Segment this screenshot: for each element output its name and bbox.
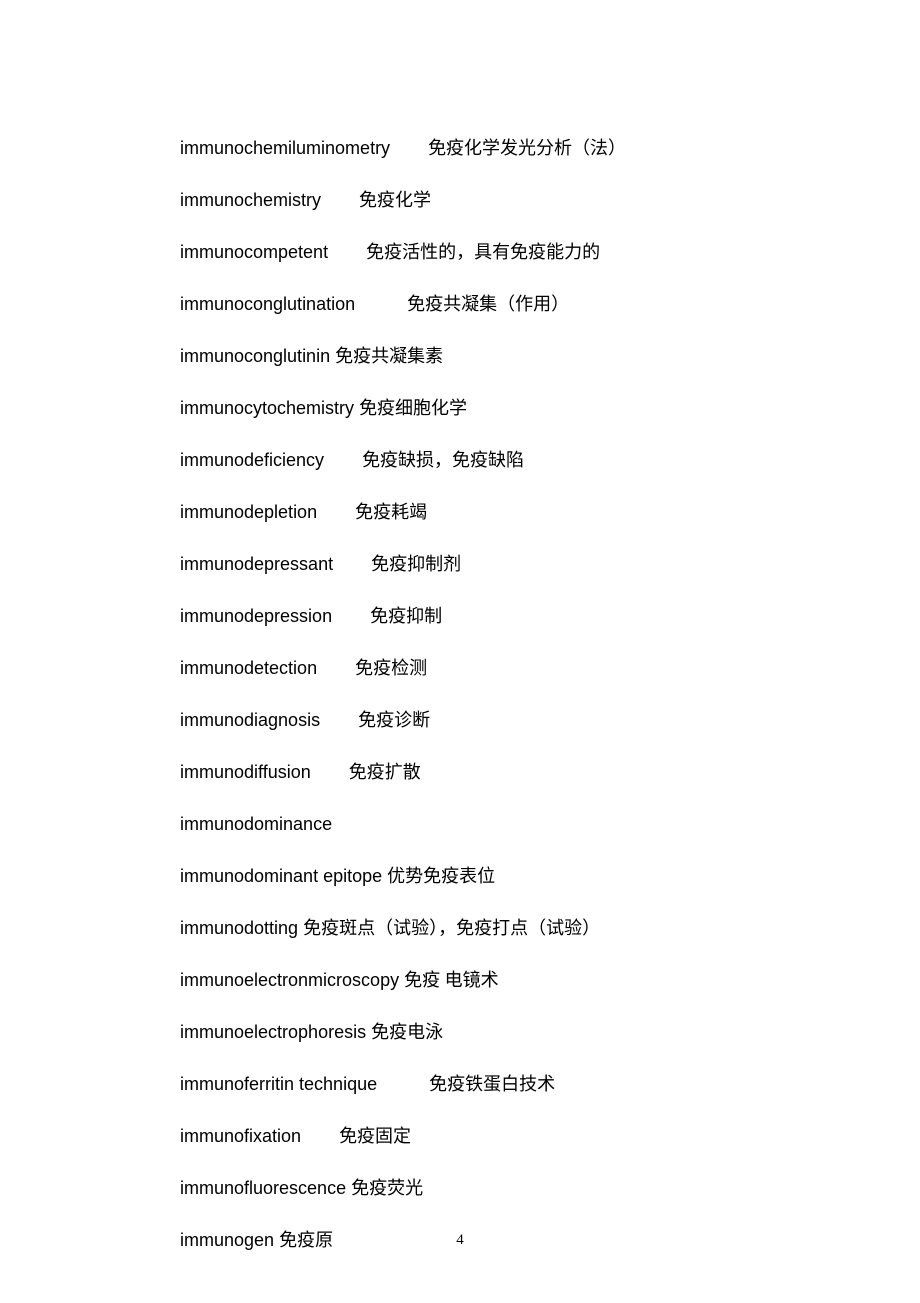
definition: 免疫扩散: [349, 762, 421, 782]
glossary-entry: immunoferritin technique 免疫铁蛋白技术: [180, 1071, 740, 1098]
definition: 免疫共凝集（作用）: [407, 294, 569, 314]
definition: 免疫斑点（试验），免疫打点（试验）: [303, 918, 600, 938]
term: immunodeficiency: [180, 450, 324, 470]
term: immunofluorescence: [180, 1178, 346, 1198]
term: immunochemiluminometry: [180, 138, 390, 158]
glossary-entry: immunoconglutinin 免疫共凝集素: [180, 343, 740, 370]
term: immunofixation: [180, 1126, 301, 1146]
term: immunodominant epitope: [180, 866, 382, 886]
definition: 免疫固定: [339, 1126, 411, 1146]
glossary-entry: immunodepressant 免疫抑制剂: [180, 551, 740, 578]
glossary-entry: immunoelectronmicroscopy 免疫 电镜术: [180, 967, 740, 994]
glossary-entry: immunoconglutination 免疫共凝集（作用）: [180, 291, 740, 318]
definition: 免疫抑制剂: [371, 554, 461, 574]
term: immunocompetent: [180, 242, 328, 262]
definition: 免疫抑制: [370, 606, 442, 626]
term: immunodepletion: [180, 502, 317, 522]
glossary-entry: immunodepletion 免疫耗竭: [180, 499, 740, 526]
term: immunodetection: [180, 658, 317, 678]
glossary-entry: immunofluorescence 免疫荧光: [180, 1175, 740, 1202]
definition: 优势免疫表位: [387, 866, 495, 886]
term: immunoelectrophoresis: [180, 1022, 366, 1042]
glossary-entry: immunodeficiency 免疫缺损，免疫缺陷: [180, 447, 740, 474]
term: immunodominance: [180, 814, 332, 834]
term: immunoconglutination: [180, 294, 355, 314]
glossary-entry: immunoelectrophoresis 免疫电泳: [180, 1019, 740, 1046]
definition: 免疫活性的，具有免疫能力的: [366, 242, 600, 262]
glossary-entry: immunodiagnosis 免疫诊断: [180, 707, 740, 734]
definition: 免疫化学: [359, 190, 431, 210]
term: immunoelectronmicroscopy: [180, 970, 399, 990]
definition: 免疫荧光: [351, 1178, 423, 1198]
term: immunodiffusion: [180, 762, 311, 782]
term: immunocytochemistry: [180, 398, 354, 418]
term: immunodiagnosis: [180, 710, 320, 730]
term: immunoferritin technique: [180, 1074, 377, 1094]
definition: 免疫共凝集素: [335, 346, 443, 366]
glossary-entry: immunodepression 免疫抑制: [180, 603, 740, 630]
definition: 免疫缺损，免疫缺陷: [362, 450, 524, 470]
glossary-entry: immunofixation 免疫固定: [180, 1123, 740, 1150]
glossary-entry: immunodominant epitope 优势免疫表位: [180, 863, 740, 890]
glossary-entry: immunochemiluminometry 免疫化学发光分析（法）: [180, 135, 740, 162]
glossary-entry: immunodominance: [180, 811, 740, 838]
definition: 免疫细胞化学: [359, 398, 467, 418]
glossary-entry: immunodetection 免疫检测: [180, 655, 740, 682]
definition: 免疫 电镜术: [404, 970, 499, 990]
definition: 免疫耗竭: [355, 502, 427, 522]
glossary-entry: immunocytochemistry 免疫细胞化学: [180, 395, 740, 422]
definition: 免疫检测: [355, 658, 427, 678]
glossary-entry: immunochemistry 免疫化学: [180, 187, 740, 214]
term: immunodepressant: [180, 554, 333, 574]
definition: 免疫化学发光分析（法）: [428, 138, 626, 158]
document-page: immunochemiluminometry免疫化学发光分析（法）immunoc…: [0, 0, 920, 1303]
definition: 免疫诊断: [358, 710, 430, 730]
term: immunodepression: [180, 606, 332, 626]
glossary-entry: immunodiffusion 免疫扩散: [180, 759, 740, 786]
glossary-list: immunochemiluminometry免疫化学发光分析（法）immunoc…: [180, 135, 740, 1254]
definition: 免疫铁蛋白技术: [429, 1074, 555, 1094]
term: immunoconglutinin: [180, 346, 330, 366]
glossary-entry: immunodotting 免疫斑点（试验），免疫打点（试验）: [180, 915, 740, 942]
term: immunochemistry: [180, 190, 321, 210]
definition: 免疫电泳: [371, 1022, 443, 1042]
term: immunodotting: [180, 918, 298, 938]
glossary-entry: immunocompetent 免疫活性的，具有免疫能力的: [180, 239, 740, 266]
page-number: 4: [0, 1232, 920, 1249]
